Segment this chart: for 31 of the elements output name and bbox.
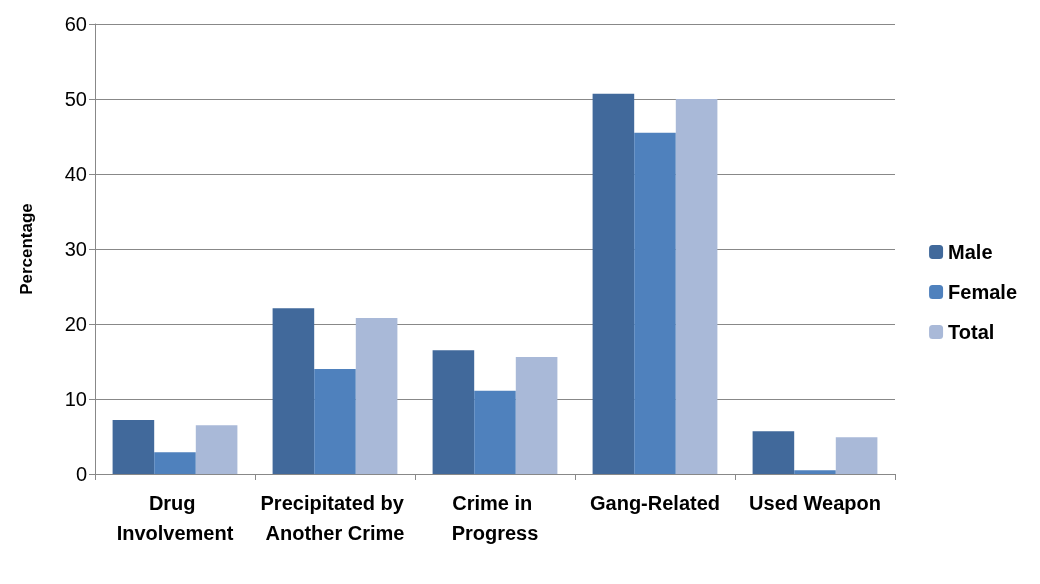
bar [474, 390, 516, 474]
x-tick-label: Gang-Related [589, 492, 721, 514]
bar [675, 99, 718, 474]
bar [794, 470, 836, 474]
bar [432, 350, 475, 474]
x-tick-label: Used Weapon [749, 492, 881, 514]
legend-label: Total [948, 321, 995, 343]
bar [272, 308, 315, 474]
y-axis-title: Percentage [17, 203, 36, 295]
bar [112, 420, 155, 474]
y-tick-label: 60 [64, 13, 87, 35]
y-tick-label: 40 [64, 163, 87, 185]
bar [355, 318, 398, 474]
bar [835, 437, 878, 474]
legend-label: Female [948, 281, 1018, 303]
y-tick-label: 50 [64, 88, 87, 110]
bar [154, 452, 196, 474]
bar [515, 357, 558, 474]
bar [314, 369, 356, 474]
legend-label: Male [948, 241, 993, 263]
bar [195, 425, 238, 474]
x-tick-label: Crime in Progress [451, 492, 539, 544]
y-tick-label: 30 [64, 238, 87, 260]
y-tick-label: 20 [64, 313, 87, 335]
bar [752, 431, 795, 474]
x-tick-label: Drug Involvement [116, 492, 234, 544]
x-tick-label: Precipitated by Another Crime [260, 492, 410, 544]
y-tick-label: 10 [64, 388, 87, 410]
y-tick-label: 0 [75, 463, 87, 485]
bar [634, 132, 676, 474]
bar [592, 93, 635, 474]
